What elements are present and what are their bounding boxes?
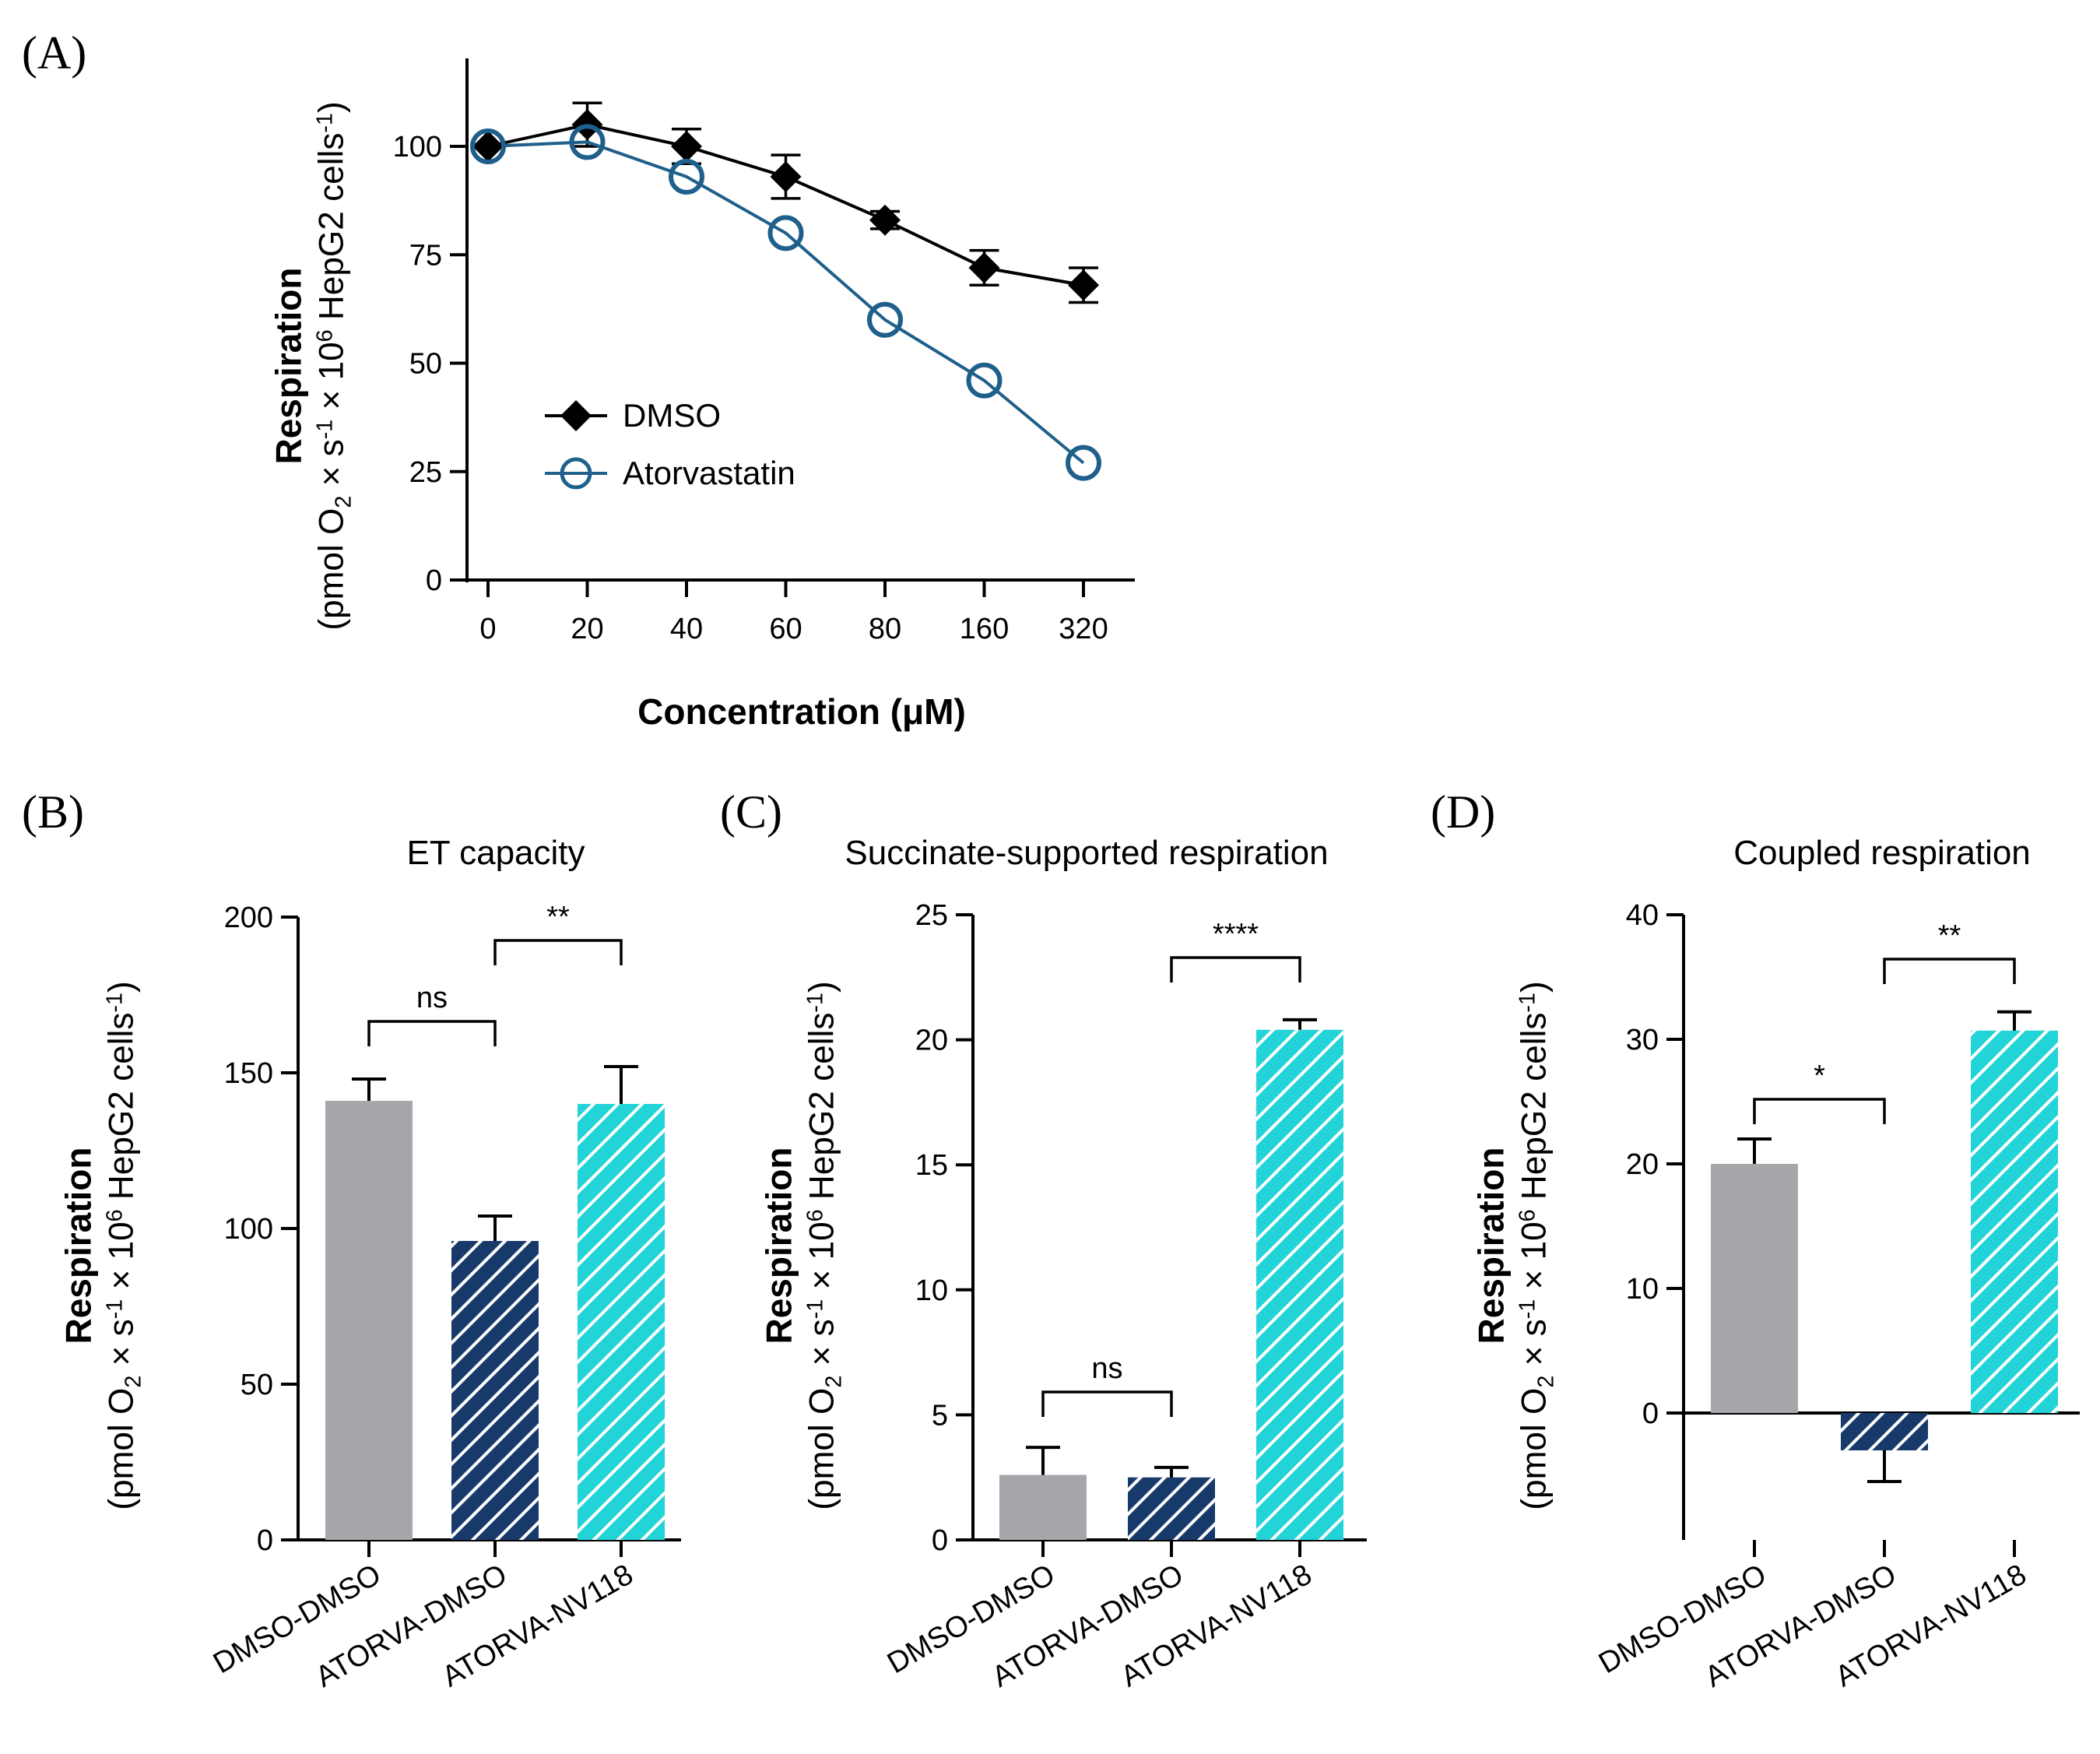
bar-atorva-nv118 bbox=[578, 1104, 665, 1540]
y-tick-label: 75 bbox=[409, 239, 442, 272]
bar-atorva-nv118 bbox=[1256, 1029, 1343, 1540]
bracket-line bbox=[1170, 956, 1301, 982]
y-tick-label: 150 bbox=[224, 1057, 273, 1090]
y-tick-label: 10 bbox=[915, 1274, 948, 1307]
x-tick-label: 160 bbox=[960, 613, 1009, 645]
significance-label: ns bbox=[1091, 1352, 1122, 1385]
panel-c-bar-chart: Succinate-supported respiration Respirati… bbox=[758, 834, 1367, 1694]
panel-a-line-chart: 0 25 50 75 100 0 20 40 60 80 160 320 Concentration (… bbox=[268, 58, 1135, 732]
y-tick-label: 100 bbox=[224, 1213, 273, 1246]
panel-label-b: (B) bbox=[22, 786, 84, 838]
significance-bracket: **** bbox=[1170, 918, 1301, 982]
y-axis-label-group: Respiration(pmol O2 × s-1 × 106 HepG2 ce… bbox=[58, 981, 146, 1510]
bar-atorva-nv118 bbox=[1971, 1030, 2058, 1413]
y-tick-label: 0 bbox=[426, 564, 442, 597]
chart-title: Coupled respiration bbox=[1733, 834, 2031, 872]
panel-label-a: (A) bbox=[22, 27, 86, 79]
x-tick-label: 60 bbox=[769, 613, 802, 645]
series-line-dmso bbox=[487, 123, 1084, 287]
y-tick-label: 0 bbox=[1642, 1397, 1659, 1430]
y-axis-units: (pmol O2 × s-1 × 106 HepG2 cells-1) bbox=[102, 981, 146, 1510]
point-atorvastatin bbox=[669, 158, 704, 195]
legend-marker-dmso bbox=[560, 400, 592, 431]
y-tick-label: 25 bbox=[409, 456, 442, 489]
legend-label-atorvastatin: Atorvastatin bbox=[623, 455, 795, 491]
significance-bracket: * bbox=[1753, 1060, 1886, 1124]
legend-marker-atorvastatin bbox=[560, 457, 592, 490]
y-tick-label: 50 bbox=[241, 1369, 273, 1401]
point-atorvastatin bbox=[1066, 445, 1101, 481]
y-tick-label: 20 bbox=[1626, 1148, 1659, 1181]
y-tick-label: 30 bbox=[1626, 1024, 1659, 1056]
significance-bracket: ns bbox=[367, 982, 497, 1046]
point-dmso bbox=[968, 251, 1000, 283]
bracket-line bbox=[1753, 1098, 1886, 1124]
point-atorvastatin bbox=[470, 128, 506, 164]
point-dmso bbox=[770, 160, 802, 192]
significance-bracket: ** bbox=[493, 901, 623, 965]
bar-dmso-dmso bbox=[1711, 1164, 1798, 1413]
y-tick-label: 50 bbox=[409, 348, 442, 381]
y-tick-label: 40 bbox=[1626, 899, 1659, 932]
y-axis-units: (pmol O2 × s-1 × 106 HepG2 cells-1) bbox=[802, 981, 846, 1510]
bracket-line bbox=[493, 939, 623, 965]
y-tick-label: 100 bbox=[393, 131, 442, 163]
x-tick-label: 80 bbox=[869, 613, 901, 645]
y-axis-label-group: Respiration(pmol O2 × s-1 × 106 HepG2 ce… bbox=[1470, 981, 1558, 1510]
bar-dmso-dmso bbox=[999, 1475, 1087, 1540]
point-dmso bbox=[671, 131, 702, 162]
point-atorvastatin bbox=[867, 301, 903, 338]
bar-atorva-dmso bbox=[1841, 1413, 1928, 1450]
panel-label-c: (C) bbox=[720, 786, 782, 838]
significance-label: **** bbox=[1213, 918, 1259, 951]
point-dmso bbox=[869, 204, 901, 236]
x-tick-label: 40 bbox=[670, 613, 703, 645]
chart-title: ET capacity bbox=[406, 834, 585, 872]
y-axis-units: (pmol O2 × s-1 × 106 HepG2 cells-1) bbox=[312, 101, 356, 630]
bracket-line bbox=[1041, 1390, 1173, 1417]
point-atorvastatin bbox=[767, 215, 804, 251]
bar-atorva-dmso bbox=[451, 1241, 539, 1540]
y-tick-label: 0 bbox=[932, 1524, 948, 1557]
bracket-line bbox=[1883, 958, 2016, 984]
panel-label-d: (D) bbox=[1431, 786, 1495, 838]
series-line-atorvastatin bbox=[487, 140, 1085, 465]
x-tick-label: 320 bbox=[1059, 613, 1108, 645]
significance-bracket: ** bbox=[1883, 919, 2016, 984]
y-axis-label: Respiration bbox=[758, 1147, 799, 1344]
significance-label: * bbox=[1814, 1060, 1825, 1092]
point-dmso bbox=[1068, 269, 1099, 301]
y-tick-label: 5 bbox=[932, 1399, 948, 1432]
y-axis-label: Respiration bbox=[268, 267, 308, 464]
bar-atorva-dmso bbox=[1128, 1477, 1215, 1540]
y-axis-label-group: Respiration(pmol O2 × s-1 × 106 HepG2 ce… bbox=[268, 101, 356, 630]
point-dmso bbox=[472, 131, 504, 162]
legend-label-dmso: DMSO bbox=[623, 397, 721, 434]
y-tick-label: 200 bbox=[224, 902, 273, 934]
x-tick-label: 0 bbox=[479, 613, 496, 645]
point-atorvastatin bbox=[569, 124, 606, 160]
panel-b-bar-chart: ET capacity Respiration(pmol O2 × s-1 × 1… bbox=[58, 834, 681, 1694]
x-tick-label: 20 bbox=[571, 613, 603, 645]
significance-label: ns bbox=[416, 982, 448, 1014]
y-axis-units: (pmol O2 × s-1 × 106 HepG2 cells-1) bbox=[1515, 981, 1558, 1510]
y-axis-label: Respiration bbox=[58, 1147, 98, 1344]
significance-label: ** bbox=[546, 901, 570, 933]
bar-dmso-dmso bbox=[325, 1101, 413, 1540]
panel-d-bar-chart: Coupled respiration Respiration(pmol O2 ×… bbox=[1470, 834, 2080, 1694]
chart-title: Succinate-supported respiration bbox=[845, 834, 1328, 872]
y-tick-label: 0 bbox=[257, 1524, 273, 1557]
y-tick-label: 20 bbox=[915, 1025, 948, 1057]
y-tick-label: 10 bbox=[1626, 1273, 1659, 1306]
y-tick-label: 15 bbox=[915, 1149, 948, 1182]
y-tick-label: 25 bbox=[915, 899, 948, 932]
x-axis-label: Concentration (μM) bbox=[637, 691, 966, 732]
y-axis-label-group: Respiration(pmol O2 × s-1 × 106 HepG2 ce… bbox=[758, 981, 846, 1510]
significance-label: ** bbox=[1938, 919, 1961, 952]
bracket-line bbox=[367, 1020, 497, 1046]
point-atorvastatin bbox=[966, 362, 1003, 399]
y-axis-label: Respiration bbox=[1470, 1147, 1511, 1344]
significance-bracket: ns bbox=[1041, 1352, 1173, 1417]
